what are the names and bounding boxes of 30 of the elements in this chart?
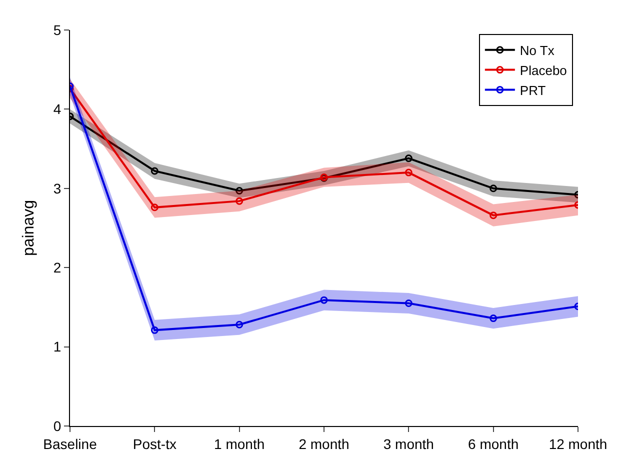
- legend-label: PRT: [520, 82, 546, 98]
- x-tick-label: 3 month: [383, 436, 434, 452]
- x-tick-label: Baseline: [43, 436, 98, 452]
- x-tick-label: 6 month: [468, 436, 519, 452]
- y-axis-title: painavg: [20, 200, 38, 256]
- legend-label: Placebo: [520, 62, 567, 78]
- point: [320, 296, 328, 304]
- point: [236, 320, 244, 328]
- point: [404, 168, 412, 176]
- x-tick-label: Post-tx: [132, 436, 176, 452]
- point: [150, 326, 158, 334]
- legend-label: No Tx: [520, 42, 555, 58]
- point: [150, 204, 158, 212]
- y-tick-label: 1: [53, 338, 62, 355]
- point: [236, 187, 244, 195]
- x-tick-label: 1 month: [214, 436, 265, 452]
- point: [150, 167, 158, 175]
- y-tick-label: 5: [53, 22, 62, 38]
- point: [404, 154, 412, 162]
- y-tick-label: 0: [53, 418, 62, 434]
- point: [404, 299, 412, 307]
- point: [236, 197, 244, 205]
- point: [490, 314, 498, 322]
- x-tick-label: 2 month: [298, 436, 350, 452]
- point: [490, 184, 498, 192]
- y-tick-label: 3: [53, 180, 62, 196]
- y-tick-label: 4: [53, 101, 62, 118]
- x-tick-label: 12 month: [548, 436, 608, 452]
- point: [490, 212, 498, 220]
- y-tick-label: 2: [53, 260, 62, 276]
